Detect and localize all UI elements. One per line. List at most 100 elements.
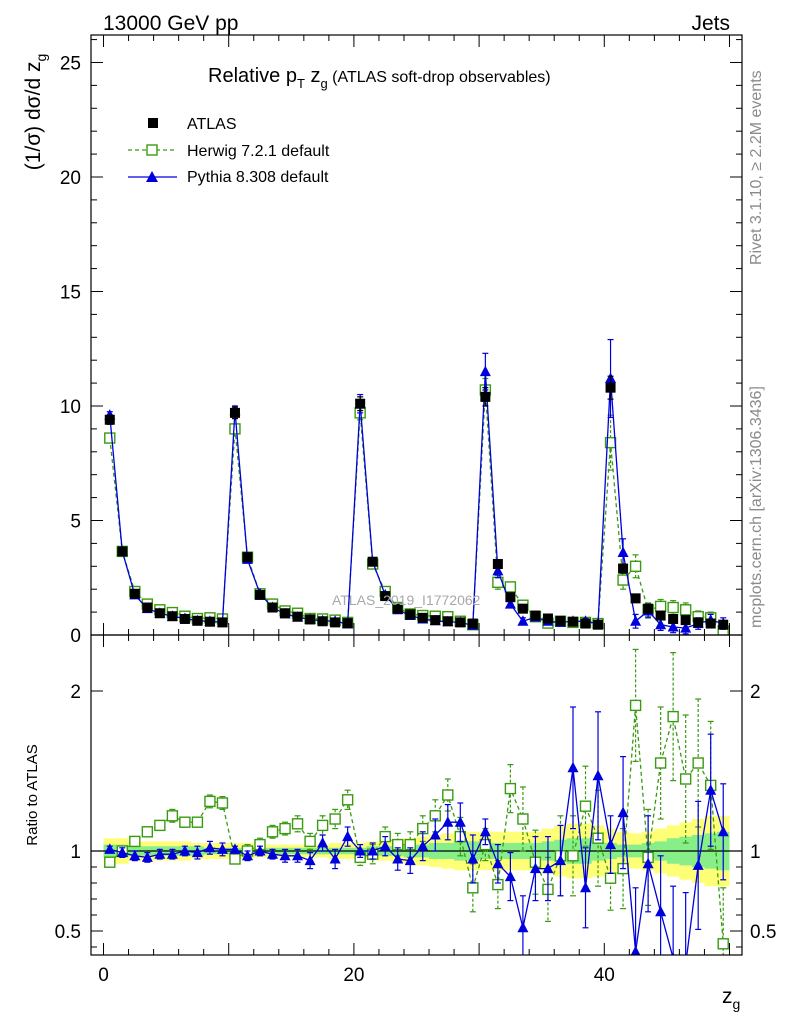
- main-pythia-point: [492, 564, 504, 576]
- ratio-pythia-point: [392, 853, 404, 864]
- legend-pythia-marker: [146, 171, 158, 182]
- title-main: Relative p: [208, 65, 297, 87]
- main-atlas-point: [605, 382, 616, 393]
- y-axis-label-sub: g: [33, 54, 49, 62]
- ratio-y-tick-label-left: 2: [70, 682, 81, 703]
- legend-herwig-marker: [146, 144, 158, 156]
- ratio-pythia-point: [429, 829, 441, 840]
- watermark: ATLAS_2019_I1772062: [332, 592, 481, 608]
- ratio-herwig-point: [717, 938, 729, 950]
- ratio-herwig-point: [304, 835, 316, 848]
- ratio-herwig-point: [291, 818, 304, 830]
- ratio-pythia-point: [229, 843, 241, 854]
- main-atlas-point: [342, 618, 353, 629]
- ratio-pythia-point: [671, 952, 675, 955]
- ratio-herwig-point: [329, 813, 341, 825]
- ratio-y-tick-label-left: 0.5: [55, 922, 81, 943]
- main-atlas-point: [668, 613, 679, 624]
- main-y-tick-label: 25: [60, 53, 81, 74]
- ratio-y-axis-label: Ratio to ATLAS: [24, 744, 41, 845]
- title-sub1: T: [297, 76, 305, 91]
- main-atlas-point: [417, 612, 428, 623]
- main-atlas-point: [530, 610, 541, 621]
- ratio-pythia-point: [479, 825, 491, 837]
- ratio-herwig-point: [229, 853, 241, 865]
- ratio-pythia-point: [304, 854, 316, 866]
- main-atlas-point: [467, 618, 478, 629]
- ratio-herwig-point: [179, 816, 191, 828]
- ratio-herwig-point: [266, 826, 279, 838]
- main-atlas-point: [680, 615, 691, 626]
- ratio-pythia-point: [492, 857, 504, 869]
- ratio-pythia-point: [580, 881, 592, 893]
- main-atlas-point: [179, 613, 190, 624]
- ratio-herwig-point: [341, 794, 354, 806]
- legend-atlas-marker: [148, 118, 158, 128]
- main-pythia-point: [680, 622, 692, 633]
- ratio-y-ticks: 0.5 0.5 1 1 2 2: [55, 682, 776, 948]
- main-atlas-point: [517, 603, 528, 614]
- main-atlas-point: [705, 618, 716, 629]
- chart-title: Relative pT zg (ATLAS soft-drop observab…: [208, 65, 551, 91]
- main-panel: 0 5 10 15 20 25: [60, 34, 743, 647]
- main-y-tick-label: 20: [60, 168, 81, 189]
- ratio-pythia-point: [191, 846, 203, 858]
- main-pythia-point: [630, 615, 642, 626]
- main-atlas-point: [442, 616, 453, 627]
- main-atlas-point: [305, 614, 316, 625]
- main-atlas-point: [154, 608, 165, 619]
- main-atlas-point: [204, 616, 215, 627]
- main-atlas-point: [455, 617, 466, 628]
- ratio-herwig-point: [579, 800, 592, 812]
- x-tick-label: 20: [343, 965, 364, 986]
- main-atlas-point: [129, 588, 140, 599]
- main-pythia-point: [479, 365, 491, 377]
- ratio-herwig-point: [517, 813, 529, 825]
- ratio-pythia-point: [467, 853, 479, 864]
- main-atlas-point: [355, 398, 366, 409]
- ratio-pythia-point: [129, 849, 141, 861]
- ratio-pythia-point: [104, 843, 116, 854]
- ratio-pythia-point: [554, 854, 566, 866]
- ratio-pythia-point: [154, 848, 166, 859]
- main-atlas-point: [380, 591, 391, 602]
- main-atlas-point: [142, 602, 153, 613]
- title-small: (ATLAS soft-drop observables): [328, 69, 551, 86]
- x-ticks: 0 20 40: [98, 35, 730, 986]
- main-y-tick-label: 0: [70, 626, 81, 647]
- header-right: Jets: [691, 12, 730, 35]
- main-atlas-point: [242, 552, 253, 563]
- legend-atlas-label: ATLAS: [187, 116, 237, 133]
- main-atlas-point: [618, 563, 629, 574]
- main-atlas-point: [330, 617, 341, 628]
- main-pythia-group: [104, 338, 729, 635]
- main-atlas-point: [542, 613, 553, 624]
- main-y-tick-label: 5: [70, 511, 81, 532]
- side-label-mcplots: mcplots.cern.ch [arXiv:1306.3436]: [748, 386, 765, 628]
- x-tick-label: 0: [98, 965, 109, 986]
- x-tick-label: 40: [594, 965, 615, 986]
- legend-herwig-label: Herwig 7.2.1 default: [187, 143, 330, 160]
- main-atlas-point: [167, 611, 178, 622]
- main-herwig-point: [617, 574, 629, 586]
- ratio-pythia-point: [504, 870, 516, 882]
- ratio-herwig-point: [279, 822, 291, 835]
- x-axis-label-sub: g: [733, 996, 741, 1012]
- ratio-herwig-point: [316, 819, 329, 832]
- main-pythia-line: [109, 371, 724, 629]
- ratio-herwig-point: [629, 699, 642, 712]
- main-atlas-point: [292, 611, 303, 622]
- ratio-herwig-point: [104, 856, 116, 868]
- ratio-herwig-point: [191, 816, 204, 828]
- ratio-herwig-point: [604, 872, 617, 884]
- main-atlas-point: [192, 615, 203, 626]
- ratio-pythia-point: [592, 769, 604, 781]
- ratio-pythia-point: [292, 849, 304, 861]
- ratio-herwig-point: [141, 826, 154, 838]
- main-atlas-point: [255, 589, 266, 600]
- ratio-herwig-point: [504, 782, 517, 795]
- x-axis-label-main: z: [722, 985, 733, 1008]
- ratio-pythia-point: [329, 853, 341, 864]
- y-axis-label: (1/σ) dσ/d zg: [22, 54, 49, 171]
- x-axis-label: zg: [722, 985, 740, 1012]
